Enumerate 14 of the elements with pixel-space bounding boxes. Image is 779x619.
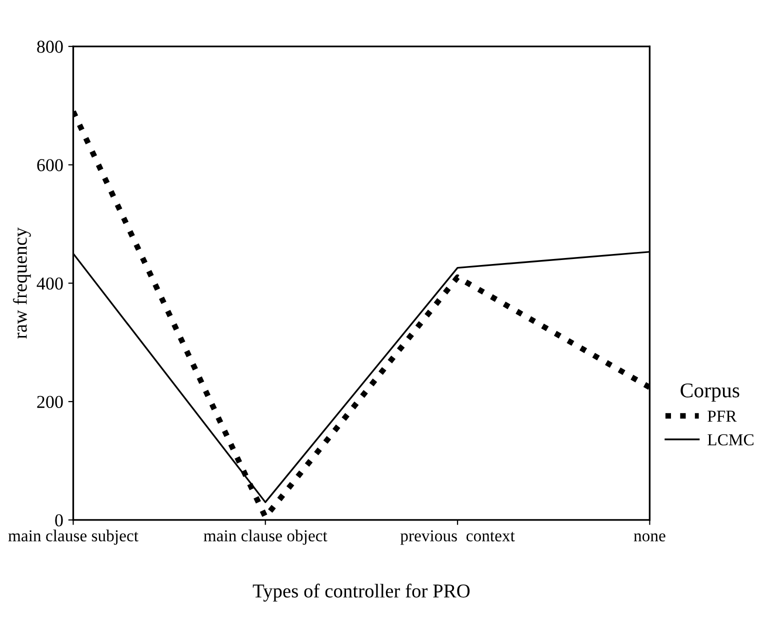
x-tick-label: previous context: [400, 530, 515, 545]
legend-label: PFR: [708, 410, 737, 422]
x-tick-label: main clause object: [204, 530, 328, 545]
y-axis-title: raw frequency: [12, 227, 31, 339]
legend-label: LCMC: [708, 434, 754, 446]
y-tick-label: 200: [37, 396, 63, 408]
x-tick-label: none: [634, 533, 666, 542]
x-axis-title: Types of controller for PRO: [252, 584, 470, 602]
y-tick-label: 600: [37, 159, 63, 172]
x-tick-label: main clause subject: [8, 530, 138, 545]
y-tick-label: 800: [37, 40, 63, 53]
y-tick-label: 0: [55, 514, 63, 526]
legend-title: Corpus: [680, 383, 740, 402]
y-tick-label: 400: [36, 277, 63, 290]
